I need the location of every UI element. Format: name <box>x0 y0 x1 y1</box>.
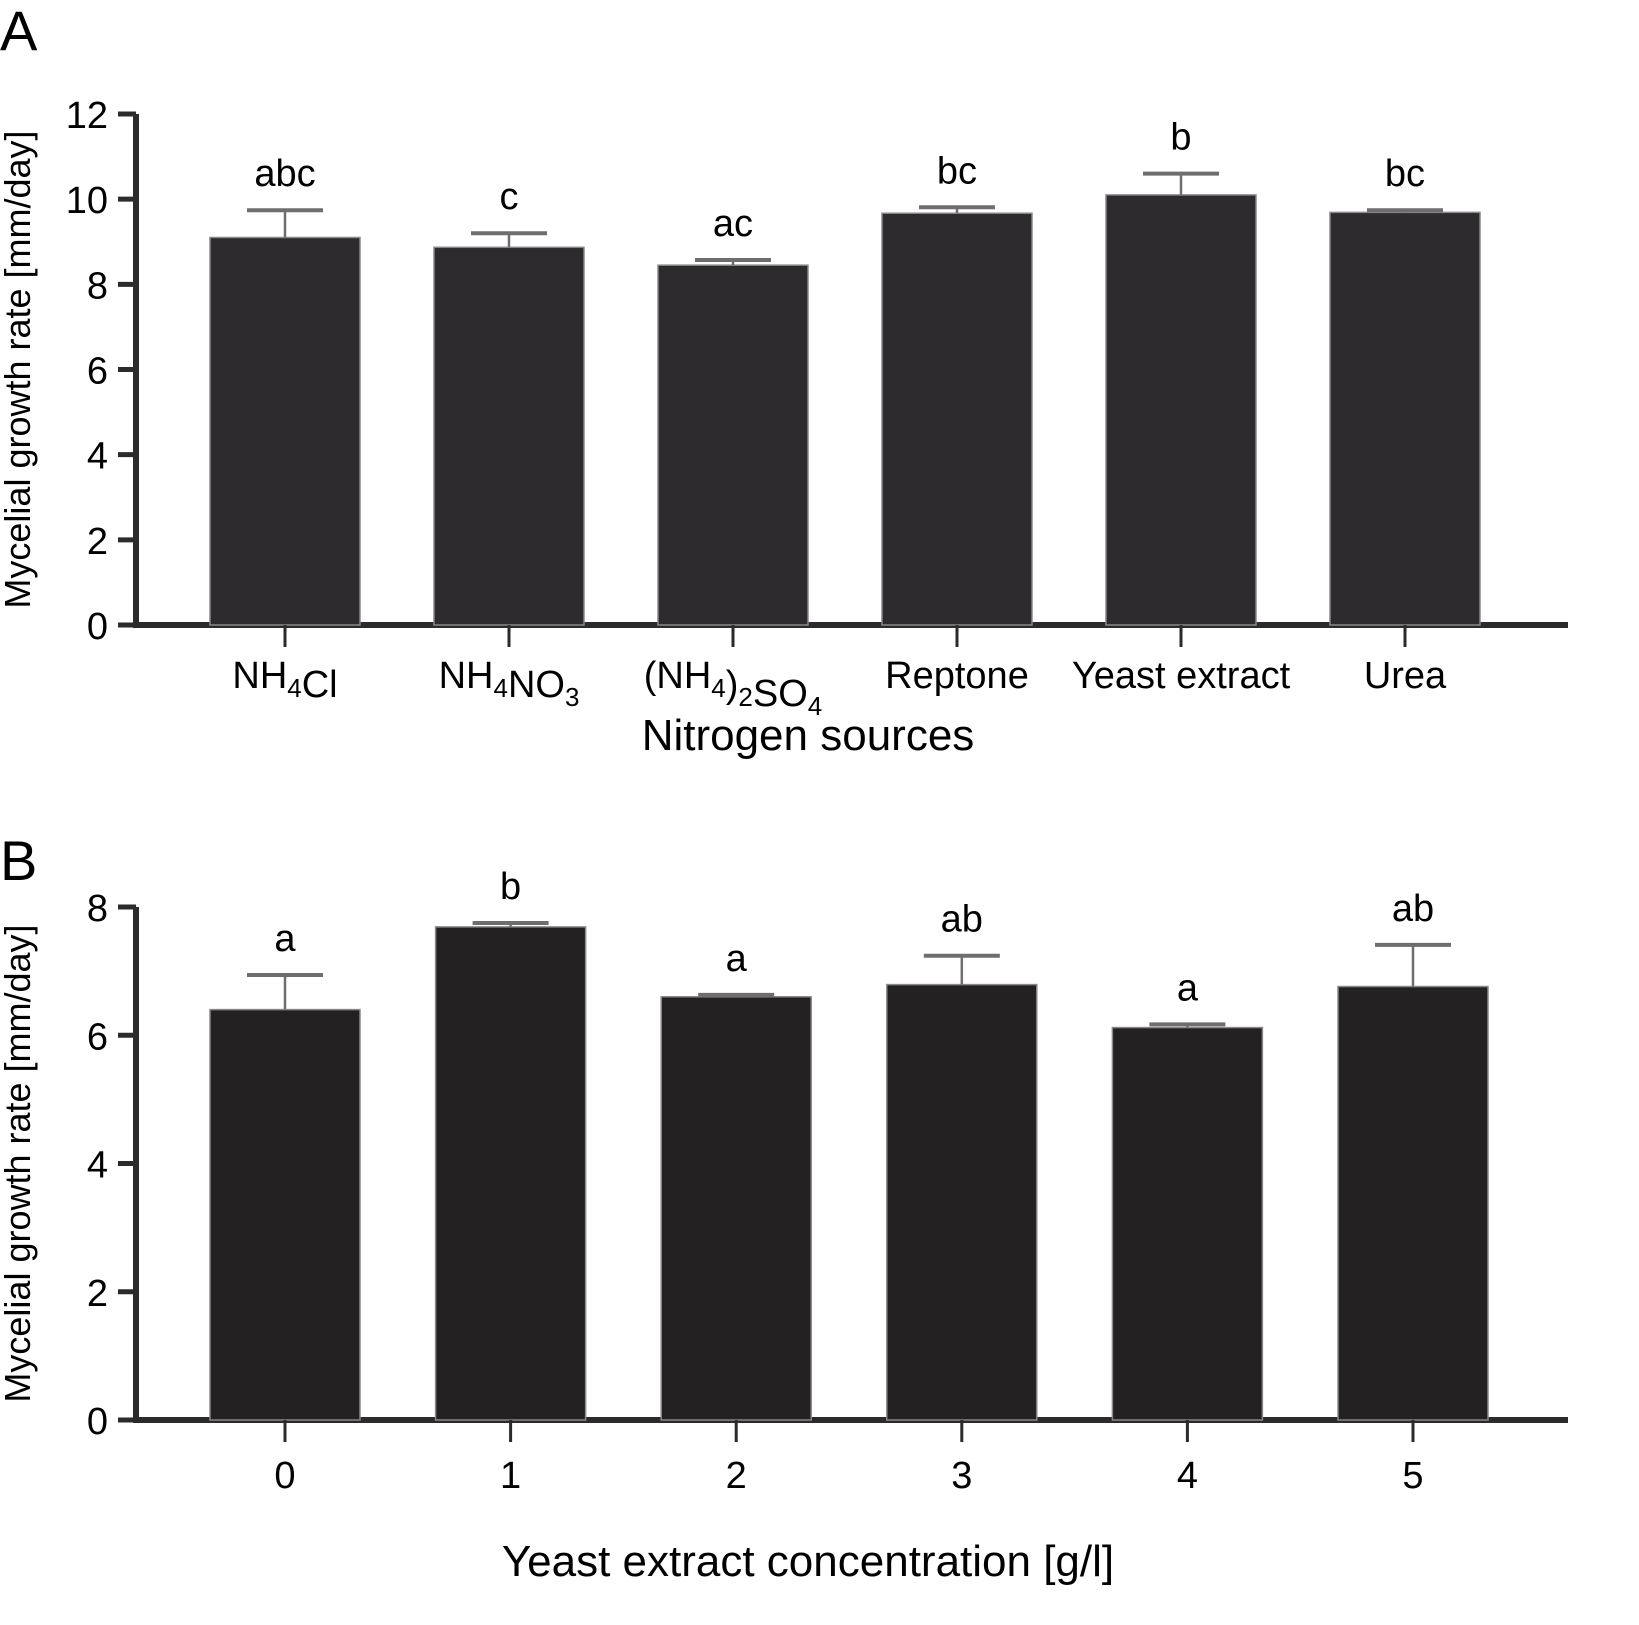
significance-label: ac <box>713 203 753 245</box>
panel-label-b: B <box>0 829 37 892</box>
bar <box>209 236 361 626</box>
y-axis-title: Mycelial growth rate [mm/day] <box>0 924 38 1402</box>
significance-label: a <box>274 918 296 960</box>
x-tick-label: Urea <box>1364 655 1447 697</box>
x-tick-label: NH4Cl <box>232 655 337 706</box>
bar <box>657 264 809 626</box>
bar <box>881 212 1033 626</box>
significance-label: a <box>1177 967 1199 1009</box>
x-tick-label: 1 <box>500 1455 521 1497</box>
significance-label: b <box>500 866 521 908</box>
x-tick-label: 2 <box>726 1455 747 1497</box>
x-tick-label: Yeast extract <box>1072 655 1291 697</box>
x-axis-title: Yeast extract concentration [g/l] <box>502 1537 1114 1586</box>
y-tick-label: 6 <box>87 1016 108 1058</box>
bar <box>1337 985 1489 1421</box>
y-tick-label: 8 <box>87 265 108 307</box>
significance-label: ab <box>1392 888 1434 930</box>
bar <box>886 983 1038 1421</box>
x-axis-title: Nitrogen sources <box>642 711 975 760</box>
x-tick-label: 0 <box>274 1455 295 1497</box>
panel-label-a: A <box>0 0 38 62</box>
y-tick-label: 0 <box>87 1401 108 1443</box>
bar <box>434 926 587 1421</box>
x-tick-label: Reptone <box>885 655 1029 697</box>
bar <box>1329 211 1481 626</box>
significance-label: a <box>726 938 748 980</box>
x-tick-label: 3 <box>951 1455 972 1497</box>
x-tick-label: 5 <box>1402 1455 1423 1497</box>
x-tick-label: NH4NO3 <box>439 655 580 712</box>
y-tick-label: 8 <box>87 888 108 930</box>
x-tick-label: 4 <box>1177 1455 1198 1497</box>
chart-b: 0 2 4 6 8 Mycelial growth rate [mm/day] a 0 b 1 a 2… <box>0 866 1568 1586</box>
y-tick-label: 4 <box>87 436 108 478</box>
y-axis-title: Mycelial growth rate [mm/day] <box>0 130 38 608</box>
significance-label: bc <box>937 150 977 192</box>
bar <box>433 246 585 626</box>
bar <box>1111 1026 1264 1421</box>
y-tick-label: 6 <box>87 351 108 393</box>
bar <box>660 996 812 1421</box>
bar <box>209 1008 361 1421</box>
y-tick-label: 2 <box>87 1273 108 1315</box>
bar <box>1105 194 1257 626</box>
x-tick-label: (NH4)2SO4 <box>644 655 823 721</box>
y-tick-label: 2 <box>87 521 108 563</box>
significance-label: bc <box>1385 153 1425 195</box>
significance-label: c <box>500 176 519 218</box>
y-tick-label: 12 <box>66 95 108 137</box>
chart-a: 0 2 4 6 8 10 12 Mycelial growth rate [mm/day] ab… <box>0 95 1568 760</box>
y-tick-label: 10 <box>66 180 108 222</box>
significance-label: abc <box>254 153 315 195</box>
significance-label: b <box>1170 117 1191 159</box>
y-tick-label: 0 <box>87 606 108 648</box>
y-tick-label: 4 <box>87 1145 108 1187</box>
significance-label: ab <box>941 899 983 941</box>
